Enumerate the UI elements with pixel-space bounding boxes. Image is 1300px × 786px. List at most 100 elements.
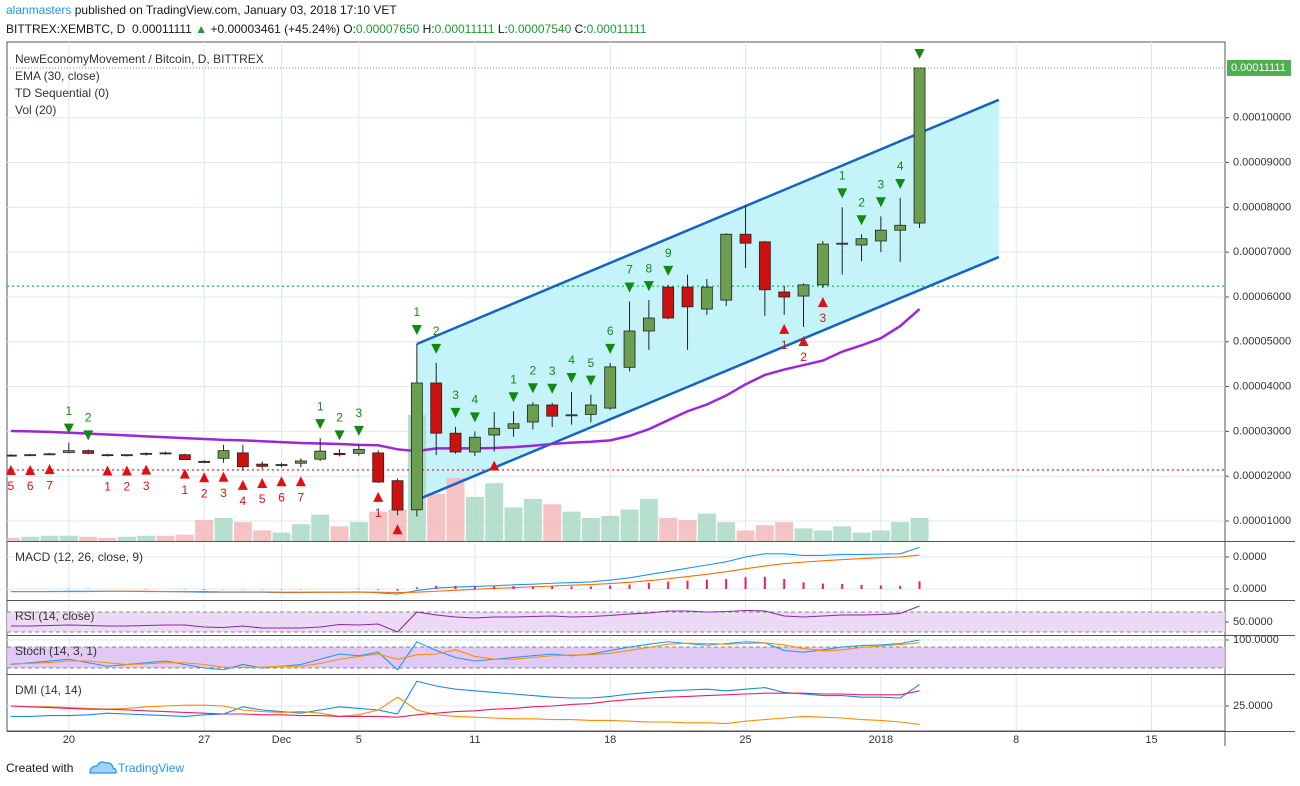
candle-body bbox=[758, 241, 771, 291]
td-count: 2 bbox=[530, 363, 537, 377]
last-price-label: 0.00011111 bbox=[1231, 62, 1286, 74]
td-arrow bbox=[779, 323, 790, 334]
logo-icon bbox=[89, 761, 117, 774]
td-arrow bbox=[102, 465, 113, 476]
candle-body bbox=[468, 436, 481, 453]
histogram-bar bbox=[821, 583, 824, 589]
y-tick-label: 0.0000 bbox=[1233, 551, 1267, 563]
legend-entry: Vol (20) bbox=[15, 103, 56, 117]
td-count: 1 bbox=[510, 372, 517, 386]
volume-bar bbox=[195, 519, 214, 541]
td-arrow bbox=[663, 265, 674, 276]
y-tick-label: 0.00003000 bbox=[1233, 425, 1291, 437]
volume-bar bbox=[117, 536, 136, 541]
td-count: 1 bbox=[317, 399, 324, 413]
volume-bar bbox=[891, 522, 910, 541]
low-label: L: bbox=[497, 22, 508, 36]
histogram-bar bbox=[783, 579, 786, 589]
td-arrow bbox=[489, 460, 500, 471]
candle-body bbox=[739, 233, 752, 244]
histogram-bar bbox=[551, 586, 554, 589]
candle-body bbox=[410, 382, 423, 511]
publish-line: alanmasters published on TradingView.com… bbox=[6, 3, 397, 17]
x-tick-label: 20 bbox=[63, 734, 75, 746]
td-count: 6 bbox=[27, 479, 34, 493]
histogram-bar bbox=[396, 589, 399, 591]
indicator-line bbox=[10, 690, 920, 718]
indicator-line bbox=[10, 639, 920, 671]
author[interactable]: alanmasters bbox=[6, 3, 72, 17]
td-count: 3 bbox=[143, 479, 150, 493]
y-tick-label: 0.00009000 bbox=[1233, 156, 1291, 168]
indicator-line bbox=[10, 680, 920, 717]
candle-body bbox=[256, 463, 269, 467]
close-label: C: bbox=[574, 22, 587, 36]
y-tick-label: 0.00010000 bbox=[1233, 112, 1291, 124]
candle-body bbox=[352, 448, 365, 454]
candle-body bbox=[236, 452, 249, 468]
histogram-bar bbox=[415, 587, 418, 589]
td-arrow bbox=[237, 479, 248, 490]
volume-bar bbox=[156, 535, 175, 541]
td-count: 2 bbox=[336, 410, 343, 424]
candle-body bbox=[874, 229, 887, 242]
candle-body bbox=[720, 233, 733, 301]
td-arrow bbox=[392, 524, 403, 535]
candle-body bbox=[913, 67, 926, 224]
td-arrow bbox=[353, 425, 364, 436]
volume-bar bbox=[910, 517, 929, 541]
y-tick-label: 0.00005000 bbox=[1233, 336, 1291, 348]
last-price-box bbox=[1227, 59, 1291, 76]
volume-bar bbox=[7, 537, 20, 541]
td-count: 2 bbox=[858, 195, 865, 209]
x-tick-label: 27 bbox=[198, 734, 210, 746]
candle-body bbox=[82, 450, 95, 454]
volume-bar bbox=[214, 517, 233, 541]
candle-body bbox=[120, 454, 133, 457]
candle-body bbox=[140, 452, 153, 455]
td-arrow bbox=[508, 392, 519, 403]
td-count: 2 bbox=[394, 538, 401, 552]
axes: 20 27 Dec 5 11 18 25 2018 8 150.000010000.0000200… bbox=[63, 59, 1291, 746]
indicator-line bbox=[10, 696, 920, 725]
histogram-bar bbox=[841, 583, 844, 589]
volume-bar bbox=[272, 532, 291, 541]
tradingview-logo[interactable] bbox=[89, 761, 117, 774]
symbol: BITTREX:XEMBTC, D bbox=[6, 22, 126, 36]
td-arrow bbox=[257, 478, 268, 489]
y-tick-label: 0.00002000 bbox=[1233, 470, 1291, 482]
td-count: 3 bbox=[220, 486, 227, 500]
published: published on TradingView.com, January 03… bbox=[74, 3, 397, 17]
td-count: 3 bbox=[549, 364, 556, 378]
y-tick-label: 50.0000 bbox=[1233, 616, 1273, 628]
volume-bar bbox=[659, 517, 678, 541]
td-arrow bbox=[373, 491, 384, 502]
volume-bar bbox=[504, 507, 523, 541]
candle-body bbox=[7, 454, 17, 457]
last: 0.00011111 bbox=[132, 22, 192, 36]
td-arrow bbox=[798, 335, 809, 346]
footer-brand[interactable]: TradingView bbox=[118, 761, 184, 775]
open: 0.00007650 bbox=[355, 22, 420, 36]
td-count: 3 bbox=[356, 406, 363, 420]
td-arrow bbox=[837, 188, 848, 199]
td-arrow bbox=[199, 472, 210, 483]
low: 0.00007540 bbox=[507, 22, 572, 36]
volume-bar bbox=[369, 511, 388, 541]
volume-bar bbox=[253, 530, 272, 541]
histogram-bar bbox=[435, 585, 438, 589]
legend-entry: TD Sequential (0) bbox=[15, 86, 109, 100]
change: +0.00003461 (+45.24%) bbox=[210, 22, 340, 36]
histogram-bar bbox=[628, 584, 631, 589]
volume-bar bbox=[40, 535, 59, 541]
y-tick-label: 25.0000 bbox=[1233, 700, 1273, 712]
volume-bar bbox=[291, 524, 310, 541]
td-arrow bbox=[141, 464, 152, 475]
td-arrow bbox=[450, 407, 461, 418]
volume-bar bbox=[736, 530, 755, 541]
candle-body bbox=[681, 286, 694, 308]
td-count: 4 bbox=[472, 393, 479, 407]
volume-bar bbox=[620, 509, 639, 541]
td-count: 2 bbox=[433, 324, 440, 338]
td-count: 3 bbox=[878, 177, 885, 191]
